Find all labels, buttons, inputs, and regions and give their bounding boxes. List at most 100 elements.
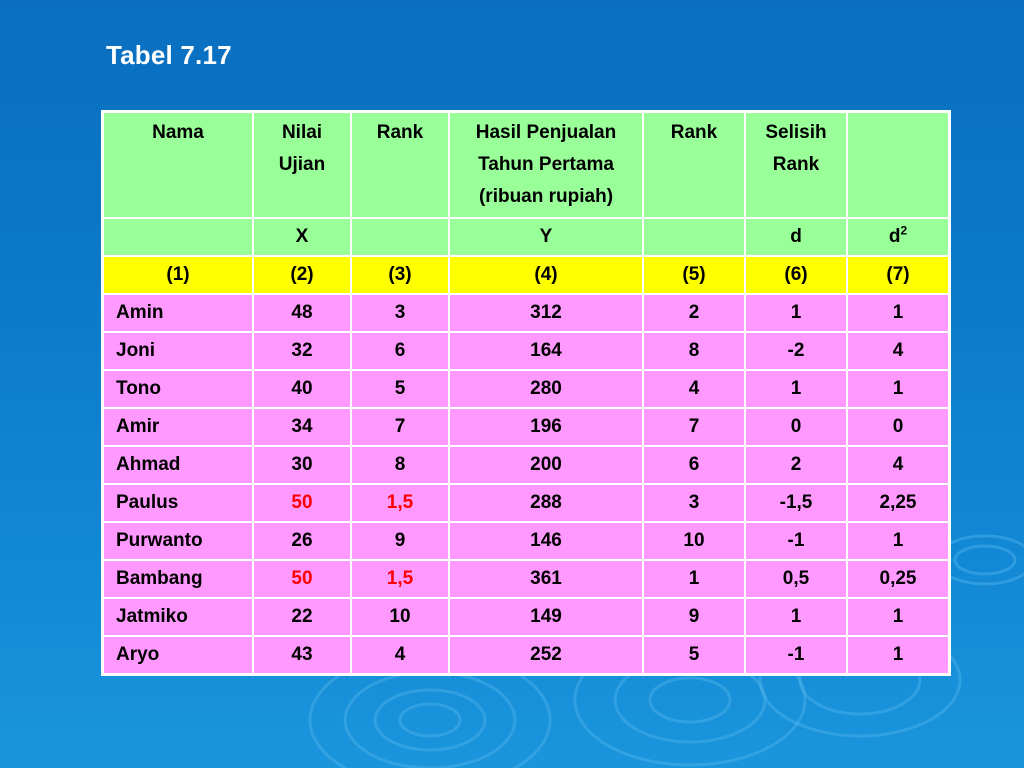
row-value-cell: 1 [846,597,951,637]
row-value-cell: 4 [642,369,746,409]
row-value-cell: 26 [252,521,352,561]
row-value-cell: 1 [744,293,848,333]
header-rank-x: Rank [350,110,450,219]
row-value-cell: 1,5 [350,559,450,599]
row-value-cell: 0,5 [744,559,848,599]
row-value-cell: 1 [846,293,951,333]
row-value-cell: 312 [448,293,644,333]
header-selisih-rank: Selisih Rank [744,110,848,219]
symbol-empty-3 [642,217,746,257]
row-name-cell: Joni [101,331,254,371]
row-value-cell: 3 [350,293,450,333]
row-value-cell: 1 [846,521,951,561]
row-value-cell: 32 [252,331,352,371]
table-row: Joni 32 6 164 8 -2 4 [101,331,951,371]
col-number: (7) [846,255,951,295]
row-value-cell: 1 [846,369,951,409]
row-name-cell: Purwanto [101,521,254,561]
symbol-d-squared: d2 [846,217,951,257]
header-row: Nama Nilai Ujian Rank Hasil Penjualan Tahu… [101,110,951,219]
row-value-cell: 2 [642,293,746,333]
slide-title: Tabel 7.17 [106,40,232,70]
table-row: Tono 40 5 280 4 1 1 [101,369,951,409]
col-number: (1) [101,255,254,295]
row-name-cell: Amin [101,293,254,333]
col-number: (5) [642,255,746,295]
row-value-cell: 0 [846,407,951,447]
header-nama: Nama [101,110,254,219]
row-value-cell: 30 [252,445,352,485]
row-value-cell: 50 [252,559,352,599]
row-name-cell: Jatmiko [101,597,254,637]
row-value-cell: 164 [448,331,644,371]
row-value-cell: 2 [744,445,848,485]
row-value-cell: 1,5 [350,483,450,523]
row-name-cell: Bambang [101,559,254,599]
table-row: Ahmad 30 8 200 6 2 4 [101,445,951,485]
row-value-cell: -1,5 [744,483,848,523]
row-value-cell: 0,25 [846,559,951,599]
row-value-cell: 2,25 [846,483,951,523]
column-number-row: (1) (2) (3) (4) (5) (6) (7) [101,255,951,295]
row-name-cell: Aryo [101,635,254,676]
row-value-cell: 40 [252,369,352,409]
row-name-cell: Paulus [101,483,254,523]
row-value-cell: 34 [252,407,352,447]
table-row: Bambang 50 1,5 361 1 0,5 0,25 [101,559,951,599]
row-name-cell: Amir [101,407,254,447]
row-value-cell: 6 [350,331,450,371]
symbol-row: X Y d d2 [101,217,951,257]
table-row: Aryo 43 4 252 5 -1 1 [101,635,951,676]
row-value-cell: 5 [642,635,746,676]
row-value-cell: 3 [642,483,746,523]
row-value-cell: 22 [252,597,352,637]
symbol-empty-1 [101,217,254,257]
row-name-cell: Ahmad [101,445,254,485]
row-value-cell: 10 [642,521,746,561]
row-value-cell: 6 [642,445,746,485]
row-value-cell: 50 [252,483,352,523]
table-row: Amir 34 7 196 7 0 0 [101,407,951,447]
symbol-x: X [252,217,352,257]
symbol-d: d [744,217,848,257]
row-value-cell: 4 [846,445,951,485]
row-value-cell: -1 [744,635,848,676]
row-value-cell: 7 [350,407,450,447]
col-number: (2) [252,255,352,295]
row-value-cell: 0 [744,407,848,447]
table-row: Amin 48 3 312 2 1 1 [101,293,951,333]
ranking-table: Nama Nilai Ujian Rank Hasil Penjualan Tahu… [101,110,951,676]
col-number: (6) [744,255,848,295]
row-value-cell: 8 [642,331,746,371]
row-value-cell: 1 [642,559,746,599]
row-value-cell: 9 [350,521,450,561]
row-value-cell: 288 [448,483,644,523]
row-value-cell: 252 [448,635,644,676]
row-value-cell: 280 [448,369,644,409]
table-row: Paulus 50 1,5 288 3 -1,5 2,25 [101,483,951,523]
row-value-cell: 10 [350,597,450,637]
symbol-empty-2 [350,217,450,257]
header-rank-y: Rank [642,110,746,219]
data-rows: Amin 48 3 312 2 1 1 Joni 32 6 164 8 -2 4 Tono 40 5 280 4 1 1… [101,293,951,676]
row-value-cell: 1 [744,597,848,637]
header-hasil-penjualan: Hasil Penjualan Tahun Pertama (ribuan rupi… [448,110,644,219]
row-value-cell: 361 [448,559,644,599]
row-value-cell: 9 [642,597,746,637]
header-empty [846,110,951,219]
row-value-cell: 4 [846,331,951,371]
row-value-cell: -2 [744,331,848,371]
row-value-cell: 149 [448,597,644,637]
row-value-cell: 5 [350,369,450,409]
table-row: Purwanto 26 9 146 10 -1 1 [101,521,951,561]
row-value-cell: 7 [642,407,746,447]
row-value-cell: 1 [744,369,848,409]
row-value-cell: 200 [448,445,644,485]
row-value-cell: -1 [744,521,848,561]
row-value-cell: 196 [448,407,644,447]
row-name-cell: Tono [101,369,254,409]
row-value-cell: 8 [350,445,450,485]
table-row: Jatmiko 22 10 149 9 1 1 [101,597,951,637]
row-value-cell: 1 [846,635,951,676]
row-value-cell: 146 [448,521,644,561]
